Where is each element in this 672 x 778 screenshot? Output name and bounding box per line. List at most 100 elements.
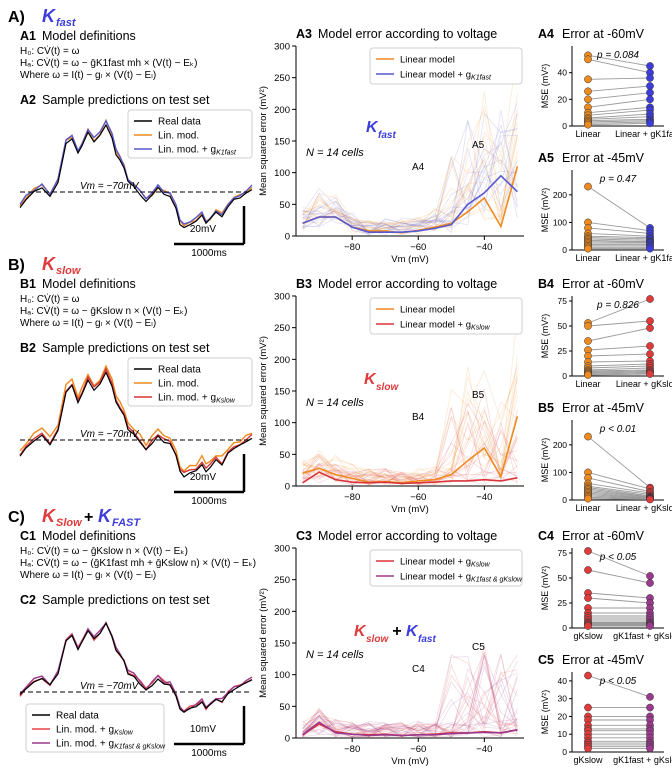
data-point [584,547,592,555]
x-tick-label: gK1fast + gKslow [613,755,672,765]
pair-line [587,371,651,374]
y-tick-label: 200 [553,440,567,450]
y-tick-label: 50 [279,450,290,461]
cell-line [302,109,518,232]
x-tick-label: Linear + gK1fast [615,129,672,139]
cell-line [302,140,518,236]
cell-line [302,50,518,235]
legend-subscript: K1fast [216,150,237,157]
c1-label: C1 [20,529,36,543]
pair-line [587,92,651,100]
mean-line [302,721,518,737]
c1-eq-ha: Hₐ: CV̇(t) = ω − (ḡK1fast mh + ḡKslow n)… [20,556,256,569]
panel-c-title-sub2: FAST [112,517,141,529]
a3-title: Model error according to voltage [318,27,497,41]
data-point [584,55,592,64]
y-tick-label: 50 [279,702,290,713]
a1-eq-where: Where ω = I(t) − gₗ × (V(t) − Eₗ) [20,70,156,81]
chart-c3: C3 Model error according to voltage 0 50 1… [258,529,524,767]
overlay-title: slow [366,634,389,645]
n-cells-label: N = 14 cells [306,649,364,661]
panel-c-title-k2: K [98,506,113,526]
chart-a4: A4 Error at -60mV 0 20 40 MSE (mV²) p = 0.08… [538,27,672,139]
pair-line [587,113,651,119]
y-tick-label: 75 [558,548,568,558]
cell-line [302,654,518,734]
cell-line [302,182,518,232]
pair-line [587,238,651,241]
pair-line [587,320,651,327]
pair-line [587,495,651,500]
y-tick-label: 200 [274,355,290,366]
pair-line [587,363,651,367]
cell-line [302,409,518,484]
c5-title: Error at -45mV [562,653,645,667]
data-point [584,594,592,602]
data-point [584,566,592,574]
panel-a-title-k: K [42,6,57,26]
c1-eq-where: Where ω = I(t) − gₗ × (V(t) − Eₗ) [20,570,156,581]
y-axis-label: MSE (mV²) [540,314,550,359]
pair-line [587,241,651,243]
pair-line [587,492,651,499]
a4-title: Error at -60mV [562,27,645,41]
panel-a1: A1 Model definitions H₀: CV̇(t) = ω Hₐ: … [20,29,198,81]
pair-line [587,569,651,584]
data-point [584,371,592,379]
legend-label: Linear model + gKslow [400,557,491,569]
b1-label: B1 [20,277,36,291]
data-point [646,572,654,580]
cell-line [302,156,518,228]
overlay-title: fast [418,634,436,645]
pair-line [587,120,651,123]
y-tick-label: 100 [274,418,290,429]
cell-line [302,378,518,481]
y-tick-label: 200 [553,190,567,200]
legend-subscript: Kslow [471,325,491,332]
panel-b2: B2 Sample predictions on test set [20,341,210,355]
overlay-title: K [354,623,367,640]
pair-line [587,237,651,240]
pair-line [587,54,651,67]
legend-subscript: K1fast & gKslow [471,577,523,584]
data-point [584,87,592,96]
pair-line [587,345,651,351]
mean-line [302,174,518,233]
pair-line [587,373,651,376]
x-tick-label: −60 [410,744,426,755]
data-point [584,182,592,191]
cell-line [302,121,518,231]
p-value: p = 0.826 [596,300,639,311]
scale-time-label: 1000ms [191,248,227,259]
cell-line [302,356,518,486]
x-tick-label: Linear [575,253,600,263]
marker-label: A4 [412,162,425,173]
y-tick-label: 40 [558,68,568,78]
vm-label: Vm = −70mV [80,181,140,192]
pair-line [587,471,651,490]
trace-lin-mod [19,364,253,473]
pair-line [587,369,651,372]
scale-voltage-label: 20mV [190,224,216,235]
panel-a-title-sub: fast [56,17,77,29]
pair-line [587,491,651,499]
pair-line [587,221,651,232]
data-point [646,370,654,378]
y-tick-label: 150 [274,639,290,650]
p-value: p = 0.47 [599,174,637,185]
cell-line [302,415,518,485]
legend-label: Linear model [400,55,455,66]
y-tick-label: 10 [558,729,568,739]
scale-voltage-label: 20mV [190,472,216,483]
x-tick-label: Linear + gKslow [616,379,672,389]
data-point [584,494,592,503]
legend-box [127,109,253,159]
data-point [646,324,654,332]
a3-label: A3 [296,27,312,41]
y-tick-label: 100 [553,467,567,477]
b5-title: Error at -45mV [562,401,645,415]
cell-line [302,112,518,233]
panel-b-title-k: K [42,254,57,274]
panel-b-letter: B) [8,257,25,274]
pair-line [587,353,651,357]
